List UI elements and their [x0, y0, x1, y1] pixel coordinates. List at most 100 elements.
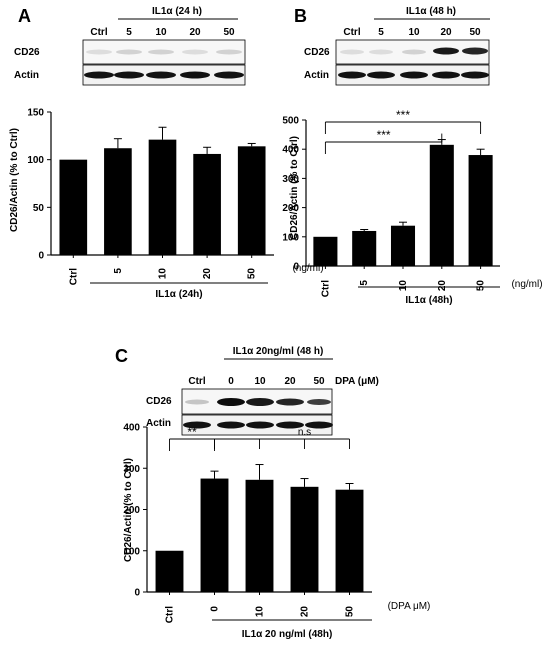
blot-b-col-0: Ctrl: [343, 27, 360, 38]
blot-b-cd26-band: [369, 49, 393, 55]
blot-c-actin-band: [305, 421, 333, 429]
x-tick-label: 5: [113, 268, 124, 274]
blot-a-header: IL1α (24 h): [152, 6, 202, 17]
chart-c-plot: 0 100 200 300 400 Ctrl 0 10 20 50 ** n.s: [123, 423, 372, 623]
x-tick-label: 20: [300, 606, 311, 618]
blot-b-actin-band: [338, 71, 366, 79]
blot-b-row-actin: Actin: [304, 70, 329, 81]
significance-label: n.s: [298, 427, 311, 438]
panel-a-letter: A: [18, 6, 31, 26]
blot-c-cd26-band: [307, 399, 331, 405]
chart-b-ylabel: CD26/Actin (% to Ctrl): [289, 136, 300, 240]
blot-a-actin-band: [114, 71, 144, 79]
x-tick-label: Ctrl: [68, 268, 79, 285]
panel-a-blot: IL1α (24 h) Ctrl 5 10 20 50 CD26 Actin: [14, 6, 246, 86]
blot-c-cd26-band: [276, 398, 304, 406]
blot-c-actin-band: [217, 421, 245, 429]
y-tick-label: 0: [293, 262, 299, 273]
x-tick-label: 0: [210, 606, 221, 612]
x-tick-label: 50: [345, 606, 356, 618]
x-tick-label: 10: [255, 606, 266, 618]
bar: [313, 236, 338, 266]
bar: [104, 148, 132, 255]
y-tick-label: 200: [282, 203, 299, 214]
blot-a-actin-band: [146, 71, 176, 79]
bar: [237, 146, 266, 255]
bar: [245, 479, 274, 592]
blot-a-cd26-band: [86, 49, 112, 55]
significance-label: ***: [377, 128, 391, 142]
blot-b-cd26-band: [433, 47, 459, 55]
blot-b-cd26-band: [402, 49, 426, 55]
x-tick-label: 50: [476, 280, 487, 292]
x-tick-label: Ctrl: [165, 606, 176, 623]
panel-c-blot: IL1α 20ng/ml (48 h) Ctrl 0 10 20 50 DPA …: [146, 346, 379, 436]
blot-b-col-4: 50: [469, 27, 481, 38]
x-tick-label: Ctrl: [320, 280, 331, 297]
y-tick-label: 100: [123, 546, 140, 557]
blot-c-actin-band: [246, 421, 274, 429]
y-tick-label: 400: [282, 145, 299, 156]
bar: [193, 153, 221, 255]
blot-a-row-cd26: CD26: [14, 47, 40, 58]
blot-a-col-0: Ctrl: [90, 27, 107, 38]
y-tick-label: 0: [134, 588, 140, 599]
panel-b: B IL1α (48 h) Ctrl 5 10 20 50 CD26 Actin: [289, 6, 543, 306]
blot-c-col-1: 0: [228, 376, 234, 387]
blot-c-cd26-band: [246, 398, 274, 406]
blot-c-row-actin: Actin: [146, 418, 171, 429]
y-tick-label: 100: [282, 232, 299, 243]
y-tick-label: 500: [282, 116, 299, 127]
y-tick-label: 300: [282, 174, 299, 185]
blot-c-col-3: 20: [284, 376, 296, 387]
chart-c-ylabel: CD26/Actin (% to Ctrl): [123, 458, 134, 562]
chart-b-xunit: (ng/ml): [511, 279, 542, 290]
significance-label: ***: [396, 108, 410, 122]
blot-a-cd26-band: [182, 49, 208, 55]
x-tick-label: 5: [359, 280, 370, 286]
bar: [290, 486, 319, 592]
blot-a-cd26-strip: [82, 39, 246, 65]
blot-c-cd26-band: [185, 399, 209, 405]
blot-a-actin-band: [84, 71, 114, 79]
blot-c-row-cd26: CD26: [146, 396, 172, 407]
blot-b-col-1: 5: [378, 27, 384, 38]
blot-b-row-cd26: CD26: [304, 47, 330, 58]
y-tick-label: 0: [38, 251, 44, 262]
blot-b-col-3: 20: [440, 27, 452, 38]
blot-b-actin-band: [367, 71, 395, 79]
blot-b-actin-band: [461, 71, 489, 79]
bar: [468, 155, 493, 266]
chart-a-xunit: (ng/ml): [292, 263, 323, 274]
bar: [429, 144, 454, 266]
blot-a-col-3: 20: [189, 27, 201, 38]
chart-a-condition: IL1α (24h): [155, 289, 202, 300]
blot-b-actin-band: [432, 71, 460, 79]
bar: [352, 230, 377, 266]
panel-a: A IL1α (24 h) Ctrl 5 10 20 50 CD26 Actin: [9, 6, 324, 300]
x-tick-label: 10: [398, 280, 409, 292]
blot-c-actin-band: [276, 421, 304, 429]
x-tick-label: 50: [247, 268, 258, 280]
blot-a-cd26-band: [148, 49, 174, 55]
y-tick-label: 50: [33, 203, 45, 214]
x-tick-label: 20: [202, 268, 213, 280]
blot-a-col-1: 5: [126, 27, 132, 38]
blot-a-cd26-band: [116, 49, 142, 55]
y-tick-label: 300: [123, 464, 140, 475]
x-tick-label: 20: [437, 280, 448, 292]
blot-c-unit: DPA (μM): [335, 376, 379, 387]
blot-c-header: IL1α 20ng/ml (48 h): [233, 346, 324, 357]
blot-a-col-2: 10: [155, 27, 167, 38]
chart-b-condition: IL1α (48h): [405, 295, 452, 306]
blot-a-row-actin: Actin: [14, 70, 39, 81]
bar: [390, 225, 416, 266]
blot-c-cd26-band: [217, 398, 245, 406]
blot-b-col-2: 10: [408, 27, 420, 38]
significance-label: **: [187, 425, 197, 439]
chart-c-condition: IL1α 20 ng/ml (48h): [242, 629, 333, 640]
blot-b-actin-band: [400, 71, 428, 79]
chart-a: CD26/Actin (% to Ctrl) (ng/ml) IL1α (24h…: [9, 128, 324, 300]
blot-a-actin-band: [180, 71, 210, 79]
